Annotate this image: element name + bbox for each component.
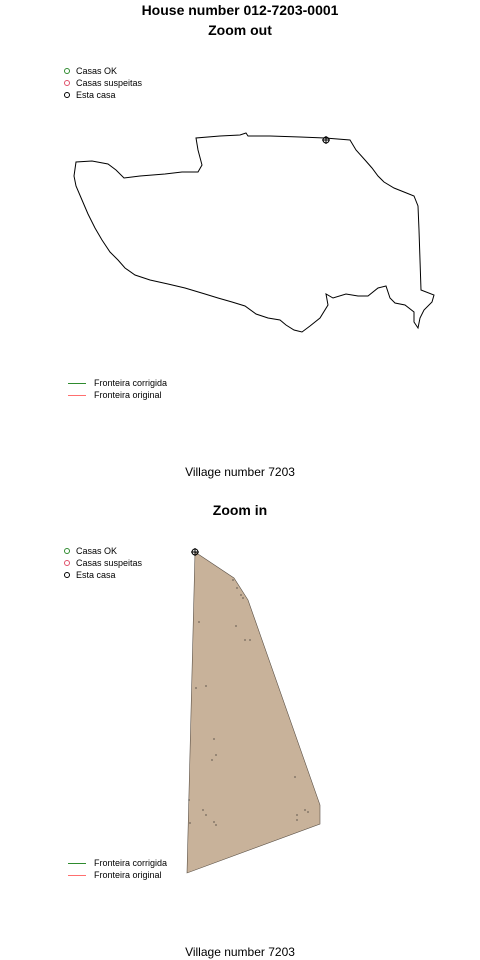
green-line-icon — [68, 863, 86, 864]
zoom-out-caption: Village number 7203 — [185, 465, 295, 479]
legend-label: Casas suspeitas — [76, 78, 143, 88]
zoom-in-title: Zoom in — [212, 502, 268, 518]
legend-label: Fronteira original — [94, 390, 162, 400]
black-circle-icon — [64, 92, 70, 98]
legend-label: Fronteira original — [94, 870, 162, 880]
legend-label: Esta casa — [76, 570, 116, 580]
zoomed-area — [186, 551, 321, 874]
green-circle-icon — [64, 68, 70, 74]
zoom-in-map — [186, 548, 321, 874]
legend-label: Casas OK — [76, 546, 118, 556]
red-line-icon — [68, 875, 86, 876]
house-dots — [188, 579, 309, 826]
zoom-out-map — [73, 132, 435, 333]
legend-label: Casas OK — [76, 66, 118, 76]
page-title: House number 012-7203-0001 — [141, 2, 339, 18]
esta-casa-marker — [191, 548, 199, 556]
zoom-out-title: Zoom out — [208, 22, 272, 38]
red-circle-icon — [64, 80, 70, 86]
village-boundary — [73, 132, 435, 333]
legend-label: Esta casa — [76, 90, 116, 100]
green-line-icon — [68, 383, 86, 384]
red-line-icon — [68, 395, 86, 396]
zoom-in-caption: Village number 7203 — [185, 945, 295, 959]
legend-label: Casas suspeitas — [76, 558, 143, 568]
red-circle-icon — [64, 560, 70, 566]
legend-label: Fronteira corrigida — [94, 858, 168, 868]
legend-label: Fronteira corrigida — [94, 378, 168, 388]
green-circle-icon — [64, 548, 70, 554]
esta-casa-marker — [322, 136, 330, 144]
black-circle-icon — [64, 572, 70, 578]
